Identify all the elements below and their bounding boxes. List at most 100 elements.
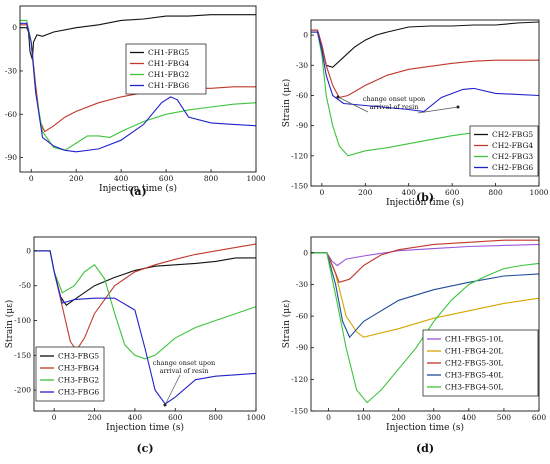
annotation-arrowhead xyxy=(163,403,167,407)
chart-panel: 0 200 400 600 800 1000 0 -50 -100 -150 -200 Injecti… xyxy=(4,236,266,455)
y-tick-label: -120 xyxy=(291,375,308,384)
chart-panel: 0 200 400 600 800 1000 0 -30 -60 -90 Injection tim… xyxy=(0,5,266,198)
x-tick-label: 200 xyxy=(392,413,407,422)
y-axis-title: Strain (με) xyxy=(4,300,15,349)
y-tick-label: -60 xyxy=(296,91,308,100)
plot-frame xyxy=(33,236,257,412)
legend-entry: CH3-FBG4 xyxy=(58,364,99,373)
y-axis: 0 -30 -60 -90 xyxy=(5,23,23,162)
series-line xyxy=(34,250,256,405)
legend-entry: CH1-FBG6 xyxy=(148,81,189,90)
legend-entry: CH3-FBG5-40L xyxy=(445,371,503,380)
y-tick-label: -100 xyxy=(14,316,31,325)
y-tick-label: -90 xyxy=(296,343,308,352)
y-tick-label: -200 xyxy=(14,386,31,395)
legend-entry: CH2-FBG5 xyxy=(492,130,533,139)
legend-entry: CH1-FBG4 xyxy=(148,59,189,68)
annotation-arrowhead xyxy=(336,95,340,99)
x-tick-label: 1000 xyxy=(246,413,265,422)
panel-label: (b) xyxy=(416,191,434,204)
x-axis-title: Injection time (s) xyxy=(99,183,177,194)
annotation-text: arrival of resin xyxy=(370,103,419,111)
x-tick-label: 600 xyxy=(532,413,547,422)
x-tick-label: 400 xyxy=(114,174,129,183)
legend-entry: CH3-FBG5 xyxy=(58,352,99,361)
annotation-arrow xyxy=(337,96,369,113)
x-tick-label: 100 xyxy=(356,413,371,422)
y-tick-label: -150 xyxy=(291,182,308,191)
annotation-arrow xyxy=(164,374,181,406)
x-axis: 0 200 400 600 800 1000 xyxy=(52,408,266,422)
plot-frame xyxy=(310,236,540,412)
y-tick-label: -150 xyxy=(14,351,31,360)
y-tick-label: -150 xyxy=(291,407,308,416)
x-tick-label: 400 xyxy=(402,188,417,197)
y-tick-label: -30 xyxy=(5,66,17,75)
y-axis: 0 -50 -100 -150 -200 xyxy=(14,246,37,395)
series-line xyxy=(311,243,539,267)
x-axis-title: Injection time (s) xyxy=(386,197,464,208)
legend-entry: CH3-FBG6 xyxy=(58,388,99,397)
x-tick-label: 1000 xyxy=(529,188,548,197)
y-axis-title: Strain (με) xyxy=(281,79,292,128)
panel-label: (d) xyxy=(416,442,434,455)
x-tick-label: 0 xyxy=(319,188,324,197)
legend-entry: CH3-FBG4-50L xyxy=(445,383,503,392)
x-axis: 0 200 400 600 800 1000 xyxy=(29,169,266,183)
y-tick-label: -60 xyxy=(296,312,308,321)
x-tick-label: 0 xyxy=(52,413,57,422)
legend: CH1-FBG5 CH1-FBG4 CH1-FBG2 CH1-FBG6 xyxy=(125,43,207,95)
x-tick-label: 0 xyxy=(326,413,331,422)
annotation-text: arrival of resin xyxy=(160,367,209,375)
plot-frame xyxy=(310,19,540,187)
y-tick-label: 0 xyxy=(303,31,308,40)
series-line xyxy=(311,252,539,338)
y-tick-label: -50 xyxy=(19,281,31,290)
chart-panel: 0 100 200 300 400 500 600 0 -30 -60 -90 -120 -150 Inj… xyxy=(281,236,546,455)
y-tick-label: 0 xyxy=(303,248,308,257)
annotation-text: change onset upon xyxy=(153,359,215,367)
y-axis-title: Strain (με) xyxy=(0,65,1,114)
y-tick-label: -90 xyxy=(5,153,17,162)
legend-entry: CH1-FBG4-20L xyxy=(445,347,503,356)
y-tick-label: 0 xyxy=(26,246,31,255)
chart-panel: 0 200 400 600 800 1000 0 -30 -60 -90 -120 -150 Injec… xyxy=(281,19,549,208)
y-tick-label: -60 xyxy=(5,110,17,119)
x-tick-label: 800 xyxy=(204,174,219,183)
x-tick-label: 400 xyxy=(128,413,143,422)
series-line xyxy=(311,252,539,404)
x-tick-label: 1000 xyxy=(246,174,265,183)
x-axis: 0 200 400 600 800 1000 xyxy=(319,183,549,197)
series-line xyxy=(311,252,539,339)
legend: CH1-FBG5-10L CH1-FBG4-20L CH2-FBG5-30L CH3-… xyxy=(422,329,539,397)
legend-box xyxy=(422,329,539,397)
series-line xyxy=(311,29,539,99)
plot-frame xyxy=(19,5,257,173)
series-line xyxy=(34,250,256,306)
annotation-arrowhead xyxy=(456,105,460,109)
y-tick-label: -30 xyxy=(296,61,308,70)
series-line xyxy=(311,239,539,283)
series-line xyxy=(311,31,539,113)
x-tick-label: 600 xyxy=(168,413,183,422)
legend-entry: CH2-FBG4 xyxy=(492,141,533,150)
legend-entry: CH3-FBG2 xyxy=(58,376,99,385)
y-axis: 0 -30 -60 -90 -120 -150 xyxy=(291,31,314,191)
x-tick-label: 600 xyxy=(159,174,174,183)
x-axis: 0 100 200 300 400 500 600 xyxy=(326,408,546,422)
x-tick-label: 800 xyxy=(208,413,223,422)
x-tick-label: 200 xyxy=(69,174,84,183)
x-tick-label: 200 xyxy=(87,413,102,422)
x-tick-label: 300 xyxy=(427,413,442,422)
series-line xyxy=(20,22,256,153)
y-tick-label: -90 xyxy=(296,121,308,130)
series-line xyxy=(34,250,256,360)
series-line xyxy=(20,14,256,60)
x-tick-label: 0 xyxy=(29,174,34,183)
legend-entry: CH2-FBG6 xyxy=(492,163,533,172)
y-tick-label: 0 xyxy=(12,23,17,32)
y-tick-label: -120 xyxy=(291,151,308,160)
